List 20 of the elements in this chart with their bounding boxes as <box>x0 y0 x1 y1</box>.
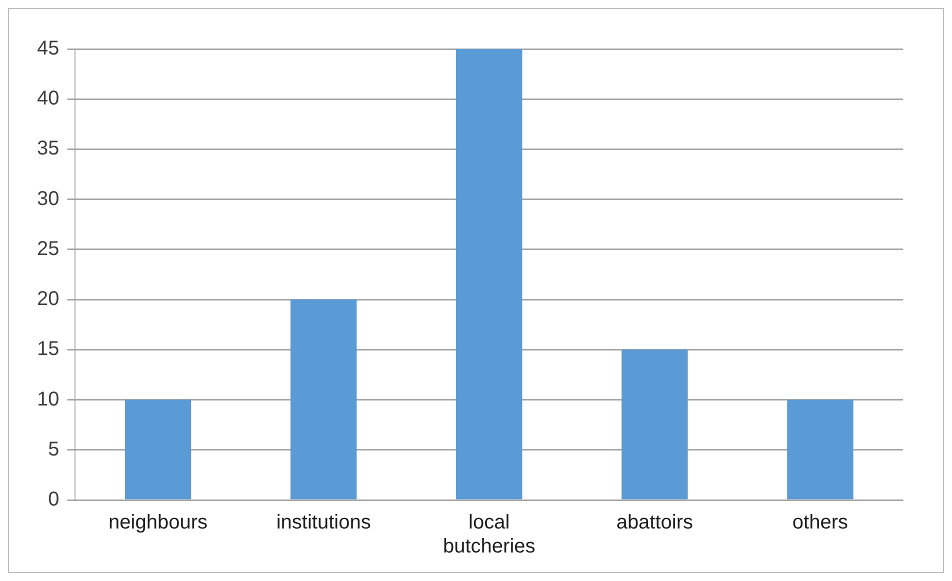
y-tick-label: 25 <box>36 238 60 260</box>
y-tick-label: 20 <box>36 288 60 310</box>
y-tick-label: 35 <box>36 138 60 160</box>
y-tick-label: 40 <box>36 88 60 110</box>
bar <box>124 400 192 500</box>
bar <box>622 350 688 500</box>
x-tick-label: institutions <box>276 512 371 534</box>
y-tick-label: 15 <box>36 338 60 360</box>
bar <box>787 400 854 500</box>
bar <box>456 49 522 500</box>
x-tick-label: local butcheries <box>442 512 536 558</box>
x-tick-label: abattoirs <box>616 512 694 534</box>
bar <box>290 300 357 500</box>
y-tick-label: 10 <box>36 388 60 410</box>
y-tick-label: 5 <box>48 438 60 460</box>
y-tick-label: 45 <box>36 38 60 60</box>
y-tick-label: 30 <box>36 188 60 210</box>
x-tick-label: neighbours <box>108 512 208 534</box>
y-tick-label: 0 <box>48 488 60 511</box>
x-tick-label: others <box>792 512 848 534</box>
